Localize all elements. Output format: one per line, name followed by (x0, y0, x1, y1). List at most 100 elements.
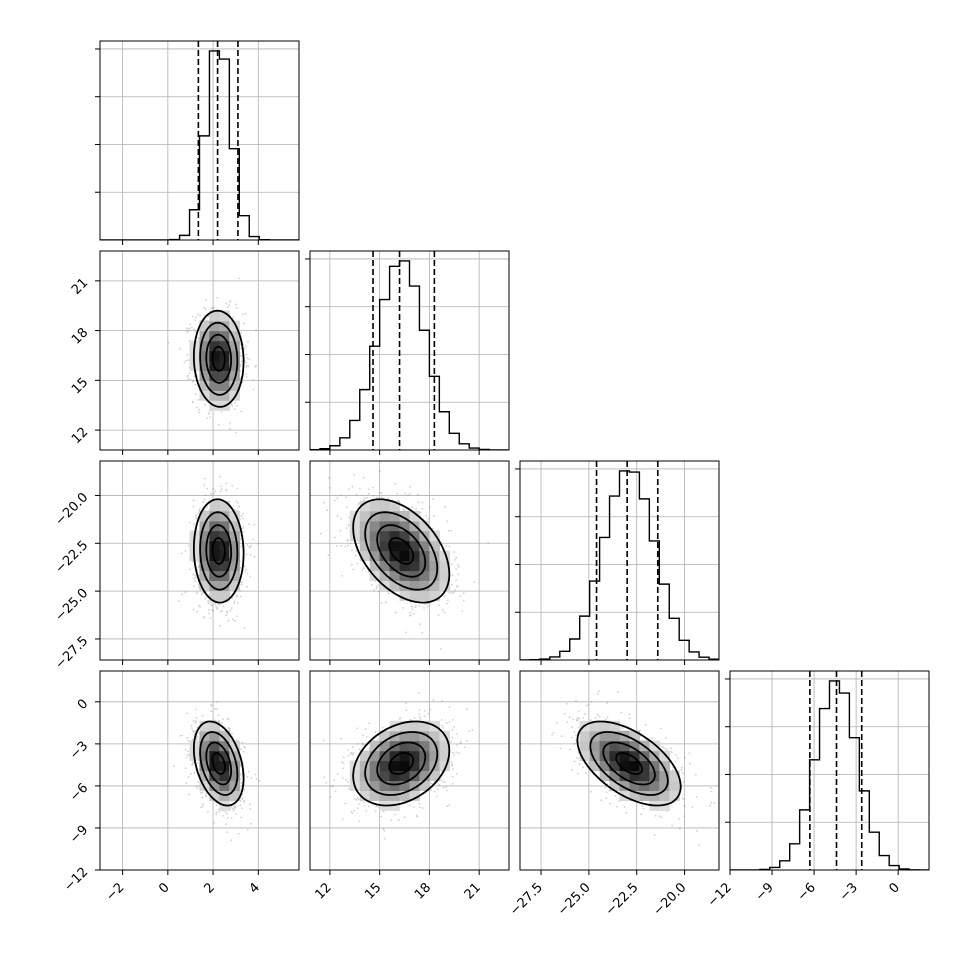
scatter-point (198, 604, 200, 607)
scatter-point (455, 579, 457, 581)
scatter-point (217, 714, 220, 717)
scatter-point (246, 364, 249, 367)
scatter-point (341, 575, 343, 577)
scatter-point (186, 712, 189, 715)
density-cell (199, 530, 210, 542)
density-cell (409, 510, 420, 522)
scatter-point (185, 359, 187, 362)
panel-content (100, 461, 299, 660)
scatter-point (252, 388, 255, 391)
scatter-point (203, 484, 206, 487)
scatter-point (192, 505, 195, 508)
scatter-point (352, 568, 355, 571)
scatter-point (240, 360, 243, 362)
density-cell (189, 350, 201, 362)
scatter-point (229, 592, 232, 595)
scatter-point (339, 529, 342, 532)
density-cell (389, 500, 401, 512)
scatter-point (188, 793, 191, 796)
scatter-point (250, 777, 253, 779)
density-cell (429, 580, 440, 591)
scatter-point (195, 517, 198, 519)
scatter-point (431, 527, 434, 530)
scatter-point (230, 839, 233, 842)
density-cell (209, 580, 220, 591)
scatter-point (234, 805, 237, 808)
scatter-point (374, 730, 377, 733)
density-cell (409, 590, 420, 601)
scatter-point (226, 817, 229, 819)
density-cell (209, 730, 220, 742)
density-cell (199, 380, 210, 391)
density-cell (199, 320, 210, 332)
scatter-point (444, 505, 446, 508)
scatter-point (199, 606, 202, 608)
scatter-point (412, 612, 415, 615)
scatter-point (226, 610, 228, 613)
scatter-point (451, 592, 453, 594)
scatter-point (187, 374, 189, 377)
scatter-point (335, 545, 338, 547)
scatter-point (447, 529, 450, 532)
scatter-point (421, 631, 424, 634)
scatter-point (419, 511, 422, 514)
scatter-point (189, 323, 192, 326)
scatter-point (336, 773, 339, 776)
scatter-point (457, 564, 459, 566)
scatter-point (346, 506, 348, 509)
scatter-point (424, 710, 426, 712)
scatter-point (240, 797, 242, 800)
scatter-point (207, 609, 210, 611)
y-tick-label: 0 (75, 697, 91, 713)
scatter-point (336, 497, 339, 500)
contour-level-1 (205, 741, 233, 786)
scatter-point (234, 401, 237, 404)
density-cell (199, 330, 210, 342)
scatter-point (187, 776, 190, 778)
scatter-point (432, 498, 434, 500)
density-cell (219, 560, 230, 572)
density-cell (359, 540, 371, 552)
scatter-point (192, 761, 195, 764)
scatter-point (355, 549, 357, 552)
scatter-point (172, 765, 175, 767)
scatter-point (202, 803, 204, 806)
scatter-point (194, 384, 197, 386)
scatter-point (220, 488, 223, 491)
scatter-point (473, 581, 475, 583)
contour-level-1 (205, 333, 233, 384)
density-cell (439, 570, 450, 581)
scatter-point (418, 605, 421, 607)
scatter-point (201, 791, 204, 794)
scatter-point (350, 563, 353, 566)
scatter-point (225, 823, 228, 826)
scatter-point (362, 476, 365, 479)
scatter-point (186, 736, 189, 739)
scatter-point (415, 507, 417, 510)
scatter-point (402, 607, 404, 609)
panel-0-0 (95, 40, 300, 245)
contour-level-2 (199, 511, 239, 591)
density-cell (219, 370, 230, 381)
y-tick-label: −9 (67, 823, 91, 847)
scatter-point (214, 490, 217, 492)
scatter-point (239, 567, 242, 569)
scatter-point (211, 307, 214, 309)
density-cell (229, 350, 240, 362)
scatter-point (456, 585, 458, 588)
scatter-point (246, 828, 249, 831)
density-cell (219, 390, 230, 401)
scatter-point (240, 748, 243, 751)
scatter-point (450, 583, 453, 586)
scatter-point (224, 811, 227, 813)
scatter-point (456, 585, 459, 587)
scatter-point (373, 589, 375, 592)
scatter-point (189, 772, 192, 775)
scatter-point (359, 487, 361, 490)
density-cell (199, 550, 210, 562)
density-cell (199, 760, 210, 772)
density-cell (229, 570, 240, 581)
scatter-point (380, 601, 383, 604)
density-cell (389, 560, 401, 572)
contour-level-1 (376, 524, 427, 578)
